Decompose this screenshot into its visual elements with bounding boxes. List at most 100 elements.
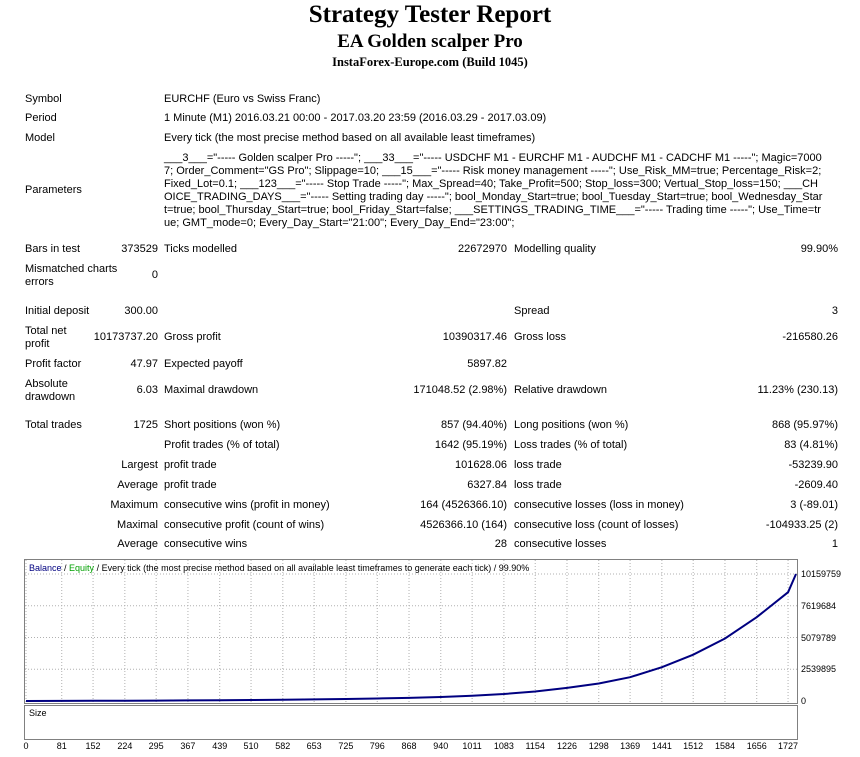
size-label: Size [29, 708, 47, 718]
x-tick-label: 1512 [683, 741, 704, 751]
average-profit-label: profit trade [164, 479, 217, 491]
x-tick-label: 1154 [525, 741, 545, 751]
grossprofit-label: Gross profit [164, 331, 221, 343]
payoff-label: Expected payoff [164, 358, 243, 370]
quality-value: 99.90% [800, 243, 838, 255]
balance-chart [24, 559, 798, 704]
long-value: 868 (95.97%) [771, 419, 838, 431]
grossprofit-value: 10390317.46 [442, 331, 507, 343]
report-title: Strategy Tester Report [308, 1, 552, 28]
largest-profit-label: profit trade [164, 459, 217, 471]
x-tick-label: 1083 [493, 741, 514, 751]
x-tick-label: 725 [338, 741, 354, 751]
max-cons-losses-label: consecutive losses (loss in money) [514, 499, 684, 511]
ticks-label: Ticks modelled [164, 243, 237, 255]
spread-value: 3 [831, 305, 838, 317]
max-cons-losses-value: 3 (-89.01) [790, 499, 838, 511]
x-tick-label: 1584 [714, 741, 735, 751]
trades-value: 1725 [133, 419, 158, 431]
average-label: Average [117, 479, 158, 491]
y-tick-label: 0 [801, 696, 807, 706]
legend-balance: Balance [29, 563, 62, 573]
deposit-label: Initial deposit [25, 305, 90, 317]
absdd-value: 6.03 [136, 384, 158, 396]
max-cons-wins-value: 164 (4526366.10) [420, 499, 507, 511]
period-value: 1 Minute (M1) 2016.03.21 00:00 - 2017.03… [164, 112, 547, 124]
y-tick-label: 2539895 [801, 664, 837, 675]
x-tick-label: 940 [433, 741, 449, 751]
parameters-value: ___3___="----- Golden scalper Pro -----"… [164, 152, 823, 229]
x-tick-label: 1298 [588, 741, 609, 751]
largest-loss-value: -53239.90 [788, 459, 838, 471]
ea-name: EA Golden scalper Pro [337, 31, 523, 52]
avg-cons-wins-value: 28 [494, 538, 507, 550]
max-cons-loss-label: consecutive loss (count of losses) [514, 519, 679, 531]
model-label: Model [25, 132, 55, 144]
ptrades-value: 1642 (95.19%) [434, 439, 507, 451]
mismatched-label: Mismatched charts errors [25, 263, 118, 288]
size-chart [24, 705, 798, 740]
max-cons-loss-value: -104933.25 (2) [765, 519, 838, 531]
maxdd-value: 171048.52 (2.98%) [413, 384, 507, 396]
x-tick-label: 653 [306, 741, 322, 751]
trades-label: Total trades [25, 419, 82, 431]
average-loss-label: loss trade [514, 479, 562, 491]
x-tick-label: 1011 [462, 741, 482, 751]
x-tick-label: 439 [212, 741, 228, 751]
netprofit-label: Total net profit [25, 325, 67, 350]
x-tick-label: 295 [148, 741, 164, 751]
x-tick-label: 1727 [778, 741, 799, 751]
legend-sep: / [61, 563, 70, 573]
absdd-label: Absolute drawdown [25, 378, 76, 403]
maxdd-label: Maximal drawdown [164, 384, 259, 396]
symbol-label: Symbol [25, 93, 62, 105]
max-cons-profit-value: 4526366.10 (164) [420, 519, 507, 531]
largest-profit-value: 101628.06 [455, 459, 507, 471]
broker-build: InstaForex-Europe.com (Build 1045) [332, 55, 528, 69]
largest-loss-label: loss trade [514, 459, 562, 471]
average2-label: Average [117, 538, 158, 550]
grossloss-label: Gross loss [514, 331, 566, 343]
maximal-label: Maximal [117, 519, 158, 531]
x-tick-label: 367 [180, 741, 196, 751]
period-label: Period [25, 112, 57, 124]
pf-label: Profit factor [25, 358, 82, 370]
model-value: Every tick (the most precise method base… [164, 132, 536, 144]
average-profit-value: 6327.84 [467, 479, 507, 491]
ltrades-label: Loss trades (% of total) [514, 439, 628, 451]
legend-rest: / Every tick (the most precise method ba… [94, 563, 530, 573]
average-loss-value: -2609.40 [794, 479, 838, 491]
parameters-label: Parameters [25, 184, 82, 196]
short-value: 857 (94.40%) [440, 419, 507, 431]
pf-value: 47.97 [130, 358, 158, 370]
chart-legend: Balance / Equity / Every tick (the most … [29, 563, 529, 574]
maximum-label: Maximum [110, 499, 158, 511]
long-label: Long positions (won %) [514, 419, 629, 431]
x-tick-label: 796 [369, 741, 385, 751]
x-tick-label: 1656 [746, 741, 767, 751]
x-tick-label: 868 [401, 741, 417, 751]
x-tick-label: 1226 [556, 741, 577, 751]
ptrades-label: Profit trades (% of total) [164, 439, 280, 451]
short-label: Short positions (won %) [164, 419, 281, 431]
max-cons-profit-label: consecutive profit (count of wins) [164, 519, 325, 531]
largest-label: Largest [121, 459, 158, 471]
x-tick-label: 81 [56, 741, 67, 751]
spread-label: Spread [514, 305, 550, 317]
grossloss-value: -216580.26 [782, 331, 838, 343]
bars-label: Bars in test [25, 243, 81, 255]
avg-cons-wins-label: consecutive wins [164, 538, 248, 550]
avg-cons-losses-value: 1 [831, 538, 838, 550]
x-tick-label: 152 [85, 741, 101, 751]
x-tick-label: 510 [243, 741, 259, 751]
x-tick-label: 1441 [651, 741, 672, 751]
reldd-label: Relative drawdown [514, 384, 607, 396]
deposit-value: 300.00 [124, 305, 158, 317]
x-tick-label: 0 [23, 741, 29, 751]
x-tick-label: 582 [275, 741, 291, 751]
ticks-value: 22672970 [458, 243, 507, 255]
netprofit-value: 10173737.20 [93, 331, 158, 343]
x-tick-label: 224 [117, 741, 133, 751]
mismatched-value: 0 [151, 269, 158, 281]
y-tick-label: 7619684 [801, 600, 837, 611]
